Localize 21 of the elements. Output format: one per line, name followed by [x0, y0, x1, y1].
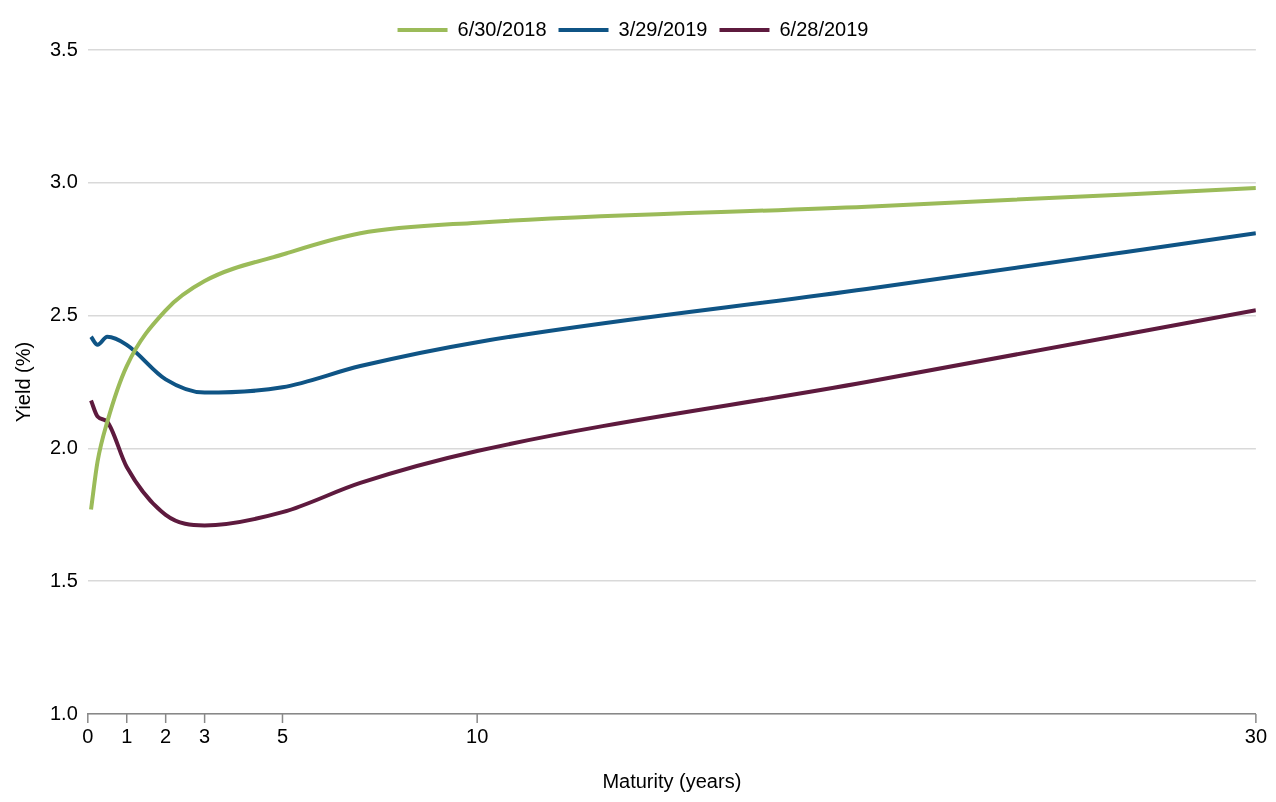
legend-label: 6/28/2019	[779, 17, 869, 40]
y-tick-label: 1.5	[49, 568, 78, 591]
y-tick-label: 2.0	[49, 435, 78, 458]
x-tick-label: 30	[1244, 724, 1267, 747]
x-tick-label: 10	[466, 724, 489, 747]
y-tick-label: 2.5	[49, 303, 78, 326]
line-series	[89, 231, 1256, 395]
line-series	[89, 308, 1256, 528]
legend-label: 3/29/2019	[618, 17, 708, 40]
x-tick-label: 0	[82, 724, 94, 747]
y-tick-label: 3.0	[49, 170, 78, 193]
x-tick-label: 1	[121, 724, 133, 747]
x-tick-label: 3	[199, 724, 211, 747]
y-tick-label: 3.5	[49, 37, 78, 60]
legend-label: 6/30/2018	[457, 17, 547, 40]
x-axis-title: Maturity (years)	[602, 769, 742, 792]
x-tick-label: 5	[276, 724, 289, 747]
y-axis-title: Yield (%)	[11, 341, 34, 423]
line-series	[89, 186, 1256, 512]
x-tick-label: 2	[160, 724, 172, 747]
y-tick-label: 1.0	[49, 701, 78, 724]
